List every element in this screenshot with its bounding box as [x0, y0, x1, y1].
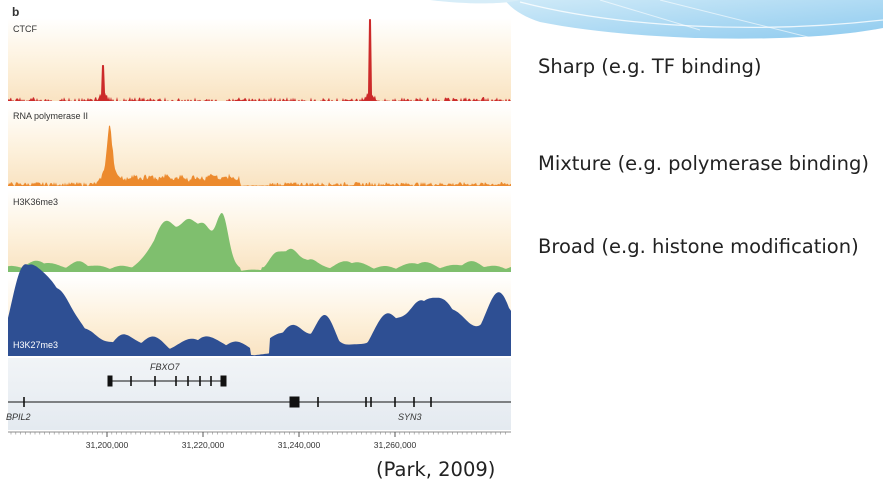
annotation-broad: Broad (e.g. histone modification) — [538, 235, 859, 258]
track-label-polymerase: RNA polymerase II — [13, 111, 88, 121]
gene-label-syn3: SYN3 — [398, 412, 422, 422]
polymerase-signal — [8, 125, 511, 186]
h3k27me3-signal — [8, 264, 511, 356]
axis-tick-label: 31,260,000 — [374, 440, 417, 450]
gene-track-background — [8, 358, 511, 430]
axis-tick-label: 31,240,000 — [278, 440, 321, 450]
gene-label-fbxo7: FBXO7 — [150, 362, 181, 372]
ctcf-track-background — [8, 18, 511, 101]
annotation-mixture: Mixture (e.g. polymerase binding) — [538, 152, 870, 175]
track-label-h3k36me3: H3K36me3 — [13, 197, 58, 207]
axis-tick-label: 31,220,000 — [182, 440, 225, 450]
gene-model-bpil2-syn3 — [8, 396, 511, 408]
panel-label: b — [12, 5, 19, 19]
coordinate-axis: 31,200,000 31,220,000 31,240,000 31,260,… — [8, 431, 511, 450]
genome-browser-figure: b CTCF RNA polymerase II H3K36me3 H3K27m… — [6, 5, 511, 450]
h3k36me3-track-background — [8, 190, 511, 272]
annotation-sharp: Sharp (e.g. TF binding) — [538, 55, 762, 78]
citation: (Park, 2009) — [376, 458, 496, 481]
h3k36me3-signal — [8, 213, 511, 272]
gene-label-bpil2: BPIL2 — [6, 412, 31, 422]
axis-tick-label: 31,200,000 — [86, 440, 129, 450]
track-label-h3k27me3: H3K27me3 — [13, 340, 58, 350]
gene-model-fbxo7 — [107, 375, 227, 387]
track-label-ctcf: CTCF — [13, 24, 37, 34]
polymerase-track-background — [8, 104, 511, 186]
